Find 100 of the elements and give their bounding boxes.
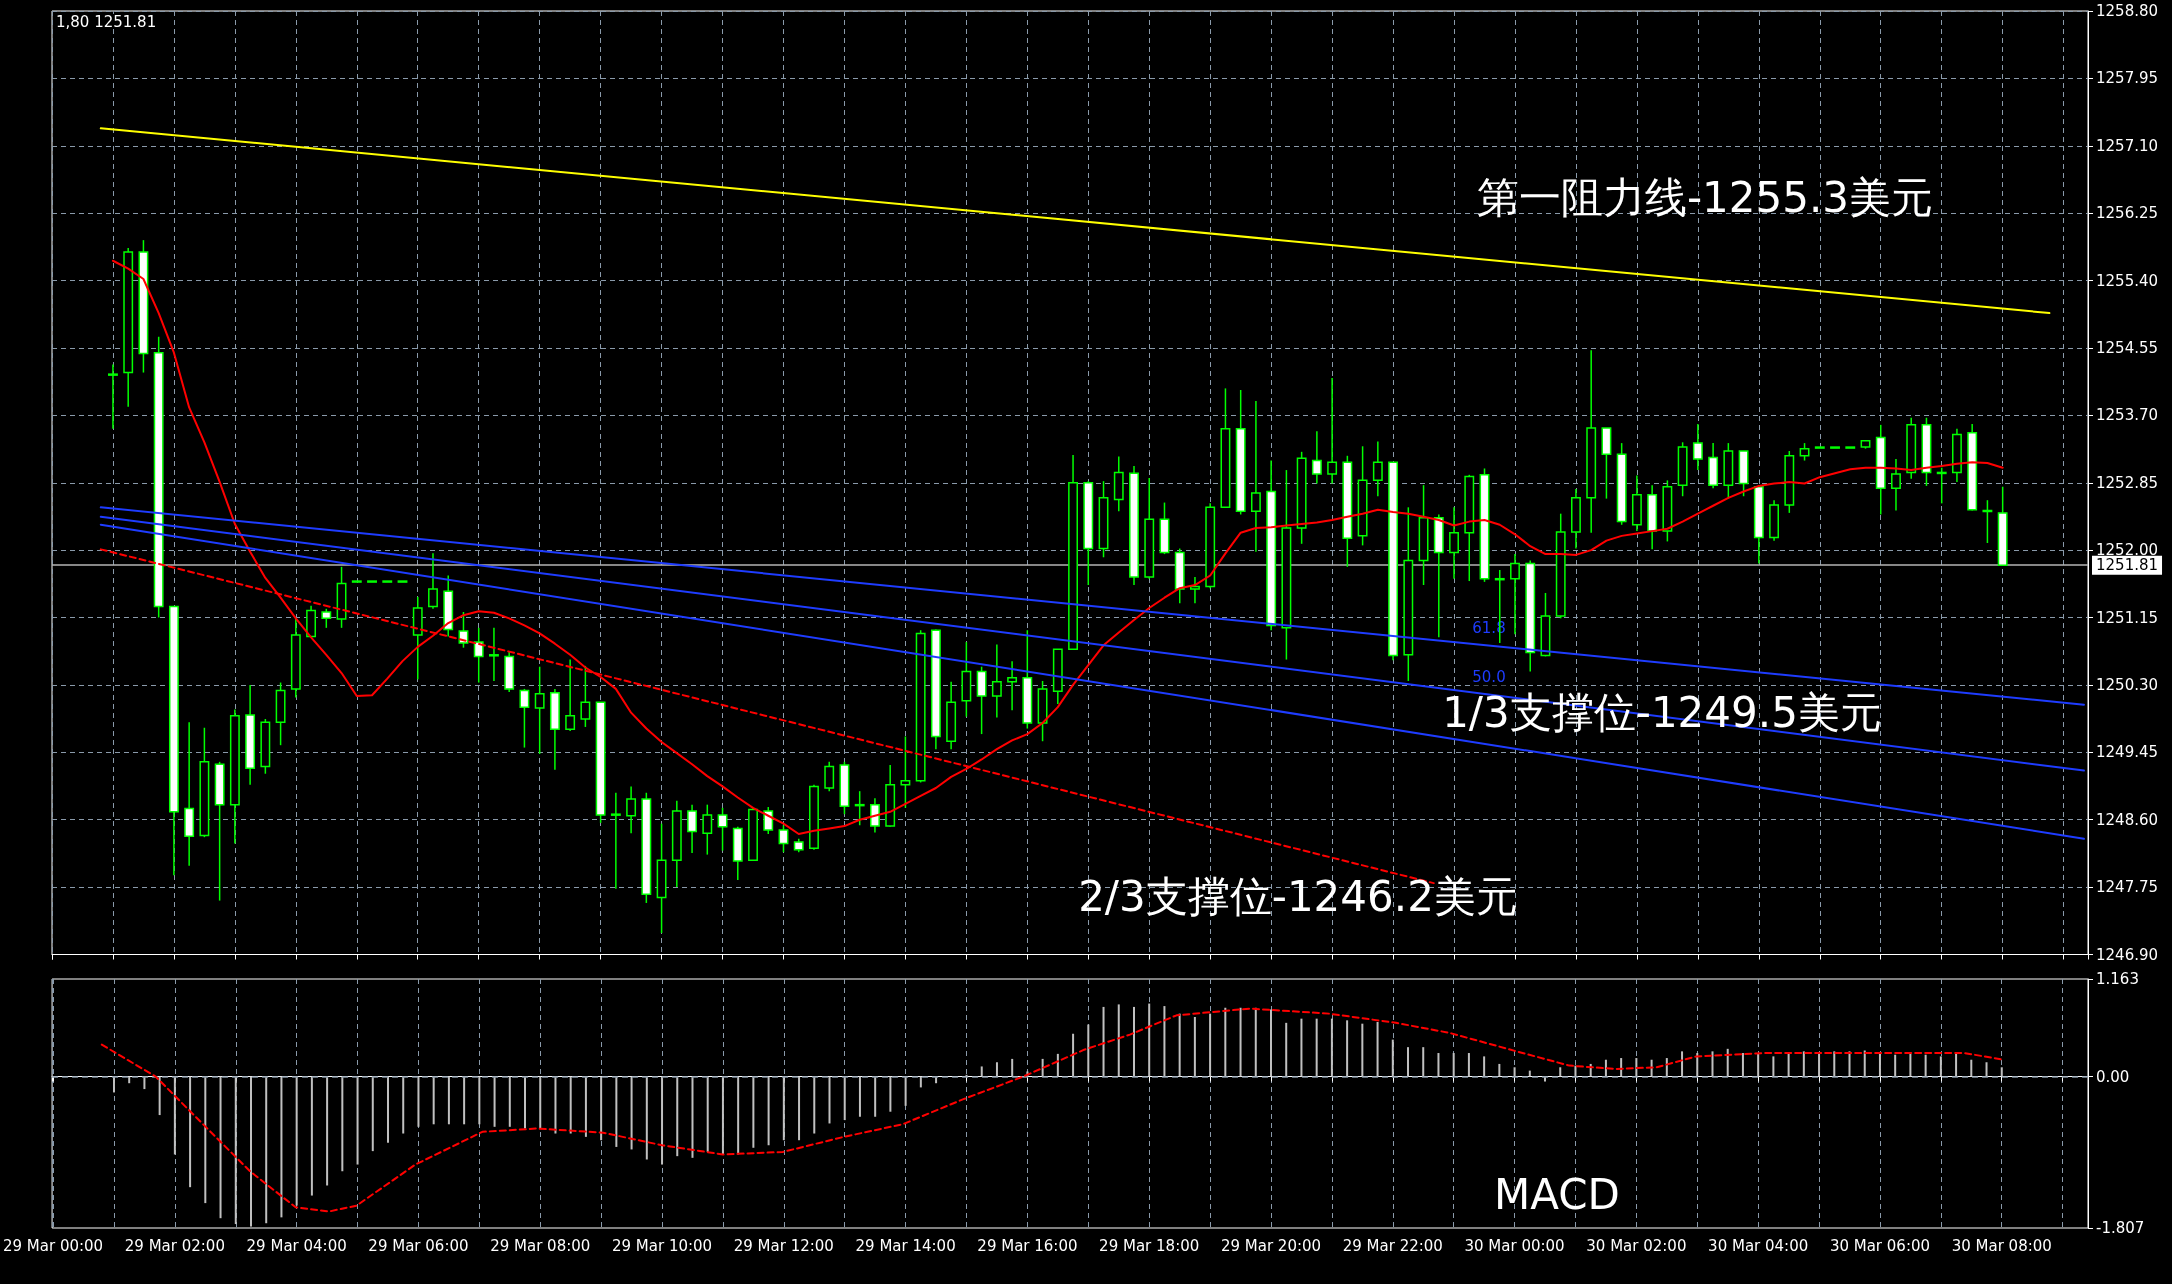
bar [691,1076,694,1158]
candlestick [1372,440,1383,497]
candlestick [763,806,774,835]
y-tick-label: 1256.25 [2096,204,2159,223]
bar [219,1076,222,1219]
y-tick-label: 1246.90 [2096,945,2159,964]
x-tick-label: 29 Mar 12:00 [733,1236,834,1255]
candlestick [1190,576,1200,605]
x-tick-label: 29 Mar 18:00 [1099,1236,1200,1255]
bar [341,1076,344,1172]
bar [1711,1051,1714,1077]
bar [600,1076,603,1141]
bar [1285,1022,1288,1077]
candlestick [900,735,911,809]
bar [173,1076,176,1155]
candlestick [565,658,576,732]
candlestick [428,552,438,610]
bar [661,1076,664,1165]
bar [1483,1056,1486,1077]
y-tick-label: 1247.75 [2096,878,2159,897]
bar [1787,1053,1790,1077]
candlestick [626,785,637,834]
bar [1970,1059,1973,1077]
bar [1878,1053,1881,1077]
y-tick-label: 1255.40 [2096,271,2159,290]
bar [1300,1018,1303,1077]
bar [721,1076,724,1155]
candlestick [321,608,332,629]
bar [1391,1039,1394,1077]
bar [493,1076,496,1127]
bar [1574,1065,1577,1077]
y-tick-label: -1.807 [2096,1219,2145,1237]
bar [280,1076,283,1218]
bar [508,1076,511,1127]
bar [737,1076,740,1155]
candlestick [1936,466,1947,505]
bar [128,1076,131,1084]
bar [1148,1003,1151,1077]
x-tick-label: 29 Mar 10:00 [611,1236,713,1255]
bar [1422,1047,1425,1077]
bar [1818,1053,1821,1077]
bar [1467,1053,1470,1077]
bar [158,1076,161,1116]
bar [1513,1067,1516,1077]
y-tick-label: 0.00 [2096,1067,2130,1086]
bar [1939,1056,1942,1077]
candlestick [519,688,530,749]
bar [310,1076,313,1196]
bar [1407,1047,1410,1077]
bar [919,1076,922,1088]
bar [402,1076,405,1134]
bar [463,1076,466,1125]
y-tick-label: 1250.30 [2096,675,2159,694]
bar [1269,1009,1272,1077]
bar [1209,1013,1212,1077]
y-tick-label: 1248.60 [2096,810,2159,829]
y-tick-label: 1257.95 [2096,69,2159,88]
bar [645,1076,648,1160]
bar [1894,1054,1897,1077]
bar [813,1076,816,1134]
bar [2000,1067,2003,1077]
bar [1254,1007,1257,1077]
bar [1559,1067,1562,1077]
bar [1452,1053,1455,1077]
bar [539,1076,542,1129]
bar [1330,1018,1333,1077]
y-tick-label: 1253.70 [2096,406,2159,425]
bar [1802,1051,1805,1077]
y-tick-label: 1251.15 [2096,608,2159,627]
series-label: 50.0 [1472,667,1506,686]
candlestick [1692,423,1703,471]
bar [980,1066,983,1077]
bar [447,1076,450,1125]
bar [371,1076,374,1152]
candlestick [108,363,118,430]
bar [1132,1006,1135,1077]
bar [798,1076,801,1141]
y-tick-label: 1.163 [2096,970,2139,988]
bar [1833,1051,1836,1077]
x-tick-label: 30 Mar 08:00 [1951,1236,2052,1255]
candlestick [1891,458,1901,512]
candlestick [610,792,621,890]
bar [782,1076,785,1141]
bar [1178,1013,1181,1077]
bar [1955,1053,1958,1077]
bar [478,1076,481,1125]
candlestick [1311,430,1322,485]
bar [1315,1018,1318,1077]
bar [204,1076,207,1204]
bar [828,1076,831,1124]
annotation: 第一阻力线-1255.3美元 [1476,172,1934,222]
bar [1985,1062,1988,1077]
bar [1224,1007,1227,1077]
candlestick [1327,377,1338,485]
x-tick-label: 29 Mar 04:00 [246,1236,347,1255]
bar [356,1076,359,1165]
candlestick [1250,400,1261,553]
bar [1848,1051,1851,1077]
bar [1117,1004,1120,1077]
candlestick [489,627,499,682]
